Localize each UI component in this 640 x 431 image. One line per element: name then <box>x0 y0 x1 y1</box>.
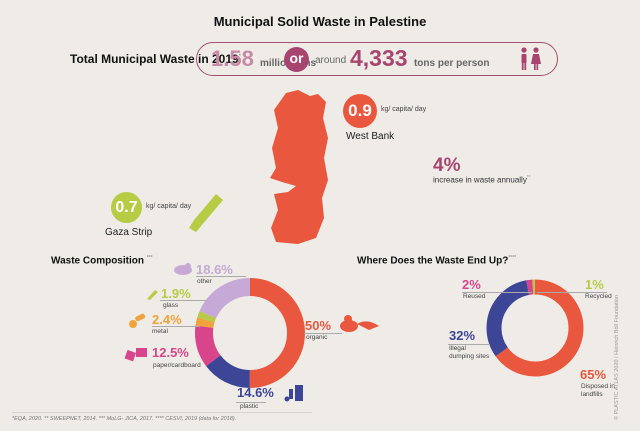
destination-donut-chart <box>486 279 584 377</box>
other-pct: 18.6% <box>196 262 233 277</box>
landfill-label-l1: Disposed in <box>581 383 615 390</box>
increase-value: 4% <box>433 155 461 176</box>
around-label: around <box>315 55 347 66</box>
leader-line <box>462 292 532 293</box>
footer-divider <box>12 412 312 413</box>
total-pill <box>196 42 558 76</box>
page-title: Municipal Solid Waste in Palestine <box>213 14 427 29</box>
metal-pct: 2.4% <box>152 312 182 327</box>
leader-line <box>160 300 208 301</box>
footnote-marker: ** <box>526 175 531 181</box>
increase-label: increase in waste annually <box>433 175 527 185</box>
west-bank-value: 0.9 <box>343 94 377 128</box>
gaza-strip-map <box>189 194 223 232</box>
metal-can-icon <box>129 313 146 328</box>
composition-title: Waste Composition *** <box>51 255 153 266</box>
illegal-label-l1: Illegal <box>449 345 466 352</box>
landfill-label-l2: landfills <box>581 391 603 398</box>
metal-label: metal <box>152 328 168 335</box>
paper-label: paper/cardboard <box>153 362 201 369</box>
composition-title-text: Waste Composition <box>51 255 144 267</box>
organic-label: organic <box>306 334 328 341</box>
leader-line <box>537 292 607 293</box>
recycled-label: Recycled <box>585 293 612 300</box>
paper-pct: 12.5% <box>152 345 189 360</box>
reused-label: Reused <box>463 293 486 300</box>
reused-pct: 2% <box>462 277 481 292</box>
west-bank-label: West Bank <box>346 131 395 142</box>
composition-donut-chart <box>195 278 305 388</box>
credit: © PLASTIC ATLAS 2020 / Heinrich Böll Fou… <box>614 294 620 420</box>
illegal-label-l2: dumping sites <box>449 353 490 360</box>
organic-pct: 50% <box>305 318 332 333</box>
gaza-value: 0.7 <box>111 192 142 223</box>
footnote-marker: * <box>238 54 242 60</box>
per-person-unit: tons per person <box>413 58 490 69</box>
glass-bottle-icon <box>147 290 158 300</box>
footnote-marker: **** <box>508 255 517 261</box>
per-person: 4,333 tons per person <box>350 45 490 72</box>
plastic-bottle-icon <box>284 385 303 402</box>
people-icon <box>521 47 541 70</box>
leader-line <box>152 326 200 327</box>
plastic-label: plastic <box>240 403 259 410</box>
gaza-label: Gaza Strip <box>105 227 153 238</box>
illegal-pct: 32% <box>449 328 476 343</box>
glass-pct: 1.9% <box>161 286 191 301</box>
or-badge: or <box>284 47 309 72</box>
paper-box-icon <box>124 348 147 362</box>
leader-line <box>448 344 490 345</box>
leader-line <box>236 402 266 403</box>
recycled-pct: 1% <box>585 277 604 292</box>
glass-label: glass <box>163 302 179 309</box>
destination-title-text: Where Does the Waste End Up? <box>357 255 509 267</box>
organic-food-icon <box>340 315 379 332</box>
leader-line <box>196 276 246 277</box>
increase-text: increase in waste annually** <box>433 175 531 185</box>
total-tons-value: 1.58 <box>211 46 254 71</box>
footnote-marker: *** <box>146 255 153 261</box>
gaza-unit: kg/ capita/ day <box>146 203 192 210</box>
per-person-value: 4,333 <box>350 45 408 71</box>
other-label: other <box>197 278 212 285</box>
landfill-pct: 65% <box>580 367 607 382</box>
plastic-pct: 14.6% <box>237 385 274 400</box>
other-waste-icon <box>174 263 192 275</box>
destination-title: Where Does the Waste End Up?**** <box>357 255 516 266</box>
west-bank-map <box>270 90 328 244</box>
leader-line <box>304 333 342 334</box>
footnotes: *EQA, 2020. ** SWEEPNET, 2014. *** MoLG-… <box>12 416 237 422</box>
west-bank-unit: kg/ capita/ day <box>381 106 427 113</box>
